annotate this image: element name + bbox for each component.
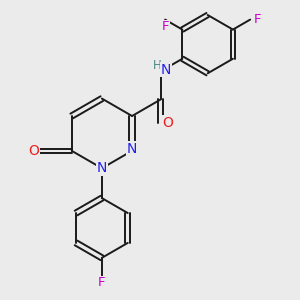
Text: O: O: [28, 144, 39, 158]
Text: N: N: [127, 142, 137, 156]
Text: N: N: [160, 62, 171, 76]
Text: N: N: [97, 161, 107, 175]
Text: F: F: [161, 20, 169, 33]
Text: H: H: [152, 59, 161, 72]
Text: F: F: [98, 276, 106, 289]
Text: F: F: [254, 13, 261, 26]
Text: O: O: [163, 116, 173, 130]
